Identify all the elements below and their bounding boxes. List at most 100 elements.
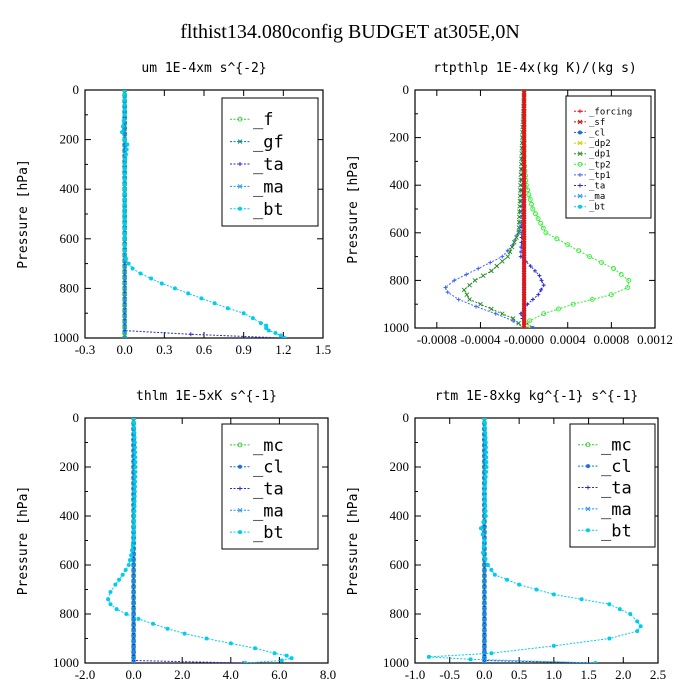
series-point-forcing xyxy=(522,93,527,98)
x-tick-label: 2.5 xyxy=(650,667,666,682)
y-tick-label: 200 xyxy=(60,459,80,474)
series-point-forcing xyxy=(522,135,527,140)
chart-panel-3: thlm 1E-5xK s^{-1} Pressure [hPa] 0 200 400 6… xyxy=(16,389,336,682)
series-point-bt xyxy=(534,587,539,592)
series-point-bt xyxy=(122,207,127,212)
series-point-bt xyxy=(481,544,486,549)
series-point-bt xyxy=(551,592,556,597)
x-tick-label: -2.0 xyxy=(75,667,96,682)
series-point-tp2 xyxy=(618,272,624,277)
legend: _forcing_sf_cl_dp2_dp1_tp2_tp1_ta_ma_bt xyxy=(565,95,652,219)
series-point-ma xyxy=(482,655,487,660)
series-point-ma xyxy=(131,628,136,633)
series-point-tp1 xyxy=(443,285,448,290)
legend-label: _f xyxy=(253,110,273,130)
series-point-tp2 xyxy=(625,285,631,290)
legend-marker xyxy=(585,442,591,448)
y-tick-label: 600 xyxy=(60,231,80,246)
series-point-dp1 xyxy=(489,268,494,274)
series-point-bt xyxy=(122,249,127,254)
series-point-bt xyxy=(126,563,131,567)
series-point-forcing xyxy=(522,299,527,304)
series-point-forcing xyxy=(522,162,527,167)
chart-panel-2: rtpthlp 1E-4x(kg K)/(kg s) Pressure [hPa]… xyxy=(346,61,673,347)
series-point-tp2 xyxy=(529,201,534,207)
series-point-bt xyxy=(122,226,127,231)
series-point-bt xyxy=(241,311,246,316)
series-point-bt xyxy=(484,465,489,469)
legend-label: _cl xyxy=(589,129,605,139)
series-point-bt xyxy=(481,550,486,555)
series-point-bt xyxy=(122,97,127,102)
series-point-ma xyxy=(482,622,487,628)
y-tick-label: 1000 xyxy=(383,320,409,335)
series-point-tp1 xyxy=(476,266,481,271)
series-point-bt xyxy=(131,533,136,538)
series-point-bt xyxy=(199,296,204,301)
series-point-tp1 xyxy=(488,260,493,265)
legend-label: _ma xyxy=(589,192,605,202)
series-point-bt xyxy=(482,489,487,494)
series-point-bt xyxy=(132,445,137,450)
series-point-bt xyxy=(106,597,111,602)
legend-marker xyxy=(238,162,242,166)
series-point-forcing xyxy=(522,246,527,251)
series-point-ma xyxy=(131,573,136,579)
series-point-bt xyxy=(607,602,612,607)
series-point-bt xyxy=(165,626,170,631)
series-point-bt xyxy=(124,612,129,616)
series-point-ta xyxy=(539,287,543,292)
series-point-bt xyxy=(483,556,488,561)
chart-panel-1: um 1E-4xm s^{-2} Pressure [hPa] 0 200 400 600… xyxy=(16,61,331,357)
series-point-bt xyxy=(617,607,622,612)
series-point-forcing xyxy=(522,251,527,256)
legend-marker xyxy=(237,442,243,448)
series-point-bt xyxy=(122,172,127,177)
series-point-bt xyxy=(551,643,556,648)
series-point-forcing xyxy=(522,188,527,193)
series-point-forcing xyxy=(522,209,527,214)
series-point-bt xyxy=(483,440,488,445)
y-tick-label: 600 xyxy=(390,225,410,240)
series-point-bt xyxy=(483,435,488,440)
series-point-bt xyxy=(123,157,128,162)
series-point-dp1 xyxy=(516,320,521,326)
series-line-tp1 xyxy=(444,90,525,328)
series-point-forcing xyxy=(522,241,527,246)
series-point-forcing xyxy=(522,304,527,309)
series-point-bt xyxy=(481,520,486,525)
legend-label: _bt xyxy=(253,523,284,543)
y-tick-label: 1000 xyxy=(53,655,79,670)
series-point-bt xyxy=(243,661,248,663)
series-point-tp2 xyxy=(538,220,544,226)
legend-label: _dp1 xyxy=(589,150,611,160)
series-point-bt xyxy=(132,494,137,499)
series-point-bt xyxy=(120,572,125,577)
series-point-ma xyxy=(122,324,127,330)
series-point-ma xyxy=(131,562,136,568)
series-point-forcing xyxy=(522,140,527,145)
legend-label: _forcing xyxy=(589,107,632,117)
series-point-bt xyxy=(266,328,271,333)
legend-marker xyxy=(586,485,590,490)
y-axis-label: Pressure [hPa] xyxy=(16,486,31,596)
series-point-bt xyxy=(127,558,132,563)
legend-label: _ta xyxy=(253,155,284,175)
series-point-forcing xyxy=(522,257,527,262)
series-point-bt xyxy=(638,624,643,629)
series-point-ma xyxy=(131,649,136,655)
x-tick-label: 1.5 xyxy=(315,342,331,357)
series-point-dp1 xyxy=(516,219,522,225)
chart-panel-4: rtm 1E-8xkg kg^{-1} s^{-1} Pressure [hPa]… xyxy=(346,389,666,682)
x-tick-label: 6.0 xyxy=(271,667,287,682)
series-point-ta xyxy=(188,332,193,337)
x-tick-label: 1.0 xyxy=(546,667,562,682)
legend: _f _gf_ta_ma _bt xyxy=(221,97,319,227)
legend-label: _ta xyxy=(589,182,605,192)
series-point-ma xyxy=(122,308,127,313)
legend-label: _ma xyxy=(253,501,284,521)
series-point-forcing xyxy=(522,315,527,320)
series-point-bt xyxy=(122,167,127,172)
series-point-bt xyxy=(132,489,137,494)
y-tick-label: 800 xyxy=(60,606,80,621)
